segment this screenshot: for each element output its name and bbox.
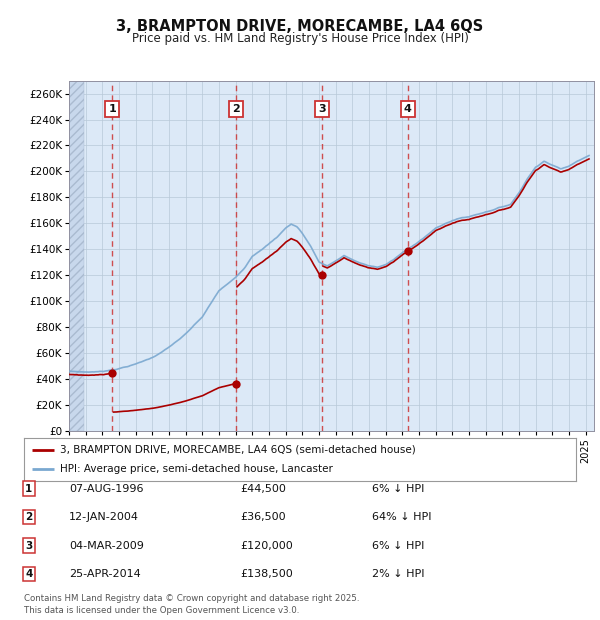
Text: 4: 4 bbox=[404, 104, 412, 114]
Text: 6% ↓ HPI: 6% ↓ HPI bbox=[372, 541, 424, 551]
Text: Contains HM Land Registry data © Crown copyright and database right 2025.
This d: Contains HM Land Registry data © Crown c… bbox=[24, 594, 359, 615]
Text: 4: 4 bbox=[25, 569, 32, 579]
Text: HPI: Average price, semi-detached house, Lancaster: HPI: Average price, semi-detached house,… bbox=[60, 464, 333, 474]
Text: 12-JAN-2004: 12-JAN-2004 bbox=[69, 512, 139, 522]
Text: 1: 1 bbox=[25, 484, 32, 494]
Text: £138,500: £138,500 bbox=[240, 569, 293, 579]
Text: Price paid vs. HM Land Registry's House Price Index (HPI): Price paid vs. HM Land Registry's House … bbox=[131, 32, 469, 45]
Text: 2: 2 bbox=[25, 512, 32, 522]
Text: 3, BRAMPTON DRIVE, MORECAMBE, LA4 6QS: 3, BRAMPTON DRIVE, MORECAMBE, LA4 6QS bbox=[116, 19, 484, 33]
Text: 64% ↓ HPI: 64% ↓ HPI bbox=[372, 512, 431, 522]
Text: 1: 1 bbox=[109, 104, 116, 114]
Text: £36,500: £36,500 bbox=[240, 512, 286, 522]
Text: 04-MAR-2009: 04-MAR-2009 bbox=[69, 541, 144, 551]
Text: 3, BRAMPTON DRIVE, MORECAMBE, LA4 6QS (semi-detached house): 3, BRAMPTON DRIVE, MORECAMBE, LA4 6QS (s… bbox=[60, 445, 416, 454]
Text: 3: 3 bbox=[318, 104, 326, 114]
Text: £120,000: £120,000 bbox=[240, 541, 293, 551]
Text: 2% ↓ HPI: 2% ↓ HPI bbox=[372, 569, 425, 579]
Text: 6% ↓ HPI: 6% ↓ HPI bbox=[372, 484, 424, 494]
Text: 3: 3 bbox=[25, 541, 32, 551]
Text: £44,500: £44,500 bbox=[240, 484, 286, 494]
Text: 07-AUG-1996: 07-AUG-1996 bbox=[69, 484, 143, 494]
Text: 2: 2 bbox=[232, 104, 240, 114]
Text: 25-APR-2014: 25-APR-2014 bbox=[69, 569, 141, 579]
